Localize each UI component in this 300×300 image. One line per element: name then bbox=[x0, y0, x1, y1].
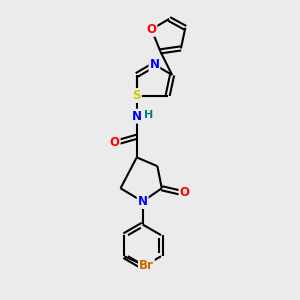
Text: O: O bbox=[146, 23, 157, 36]
Text: N: N bbox=[132, 110, 142, 123]
Text: O: O bbox=[110, 136, 120, 149]
Text: O: O bbox=[179, 186, 190, 199]
Text: S: S bbox=[133, 89, 141, 102]
Text: N: N bbox=[149, 58, 159, 71]
Text: Br: Br bbox=[139, 259, 154, 272]
Text: H: H bbox=[145, 110, 154, 120]
Text: N: N bbox=[138, 195, 148, 208]
